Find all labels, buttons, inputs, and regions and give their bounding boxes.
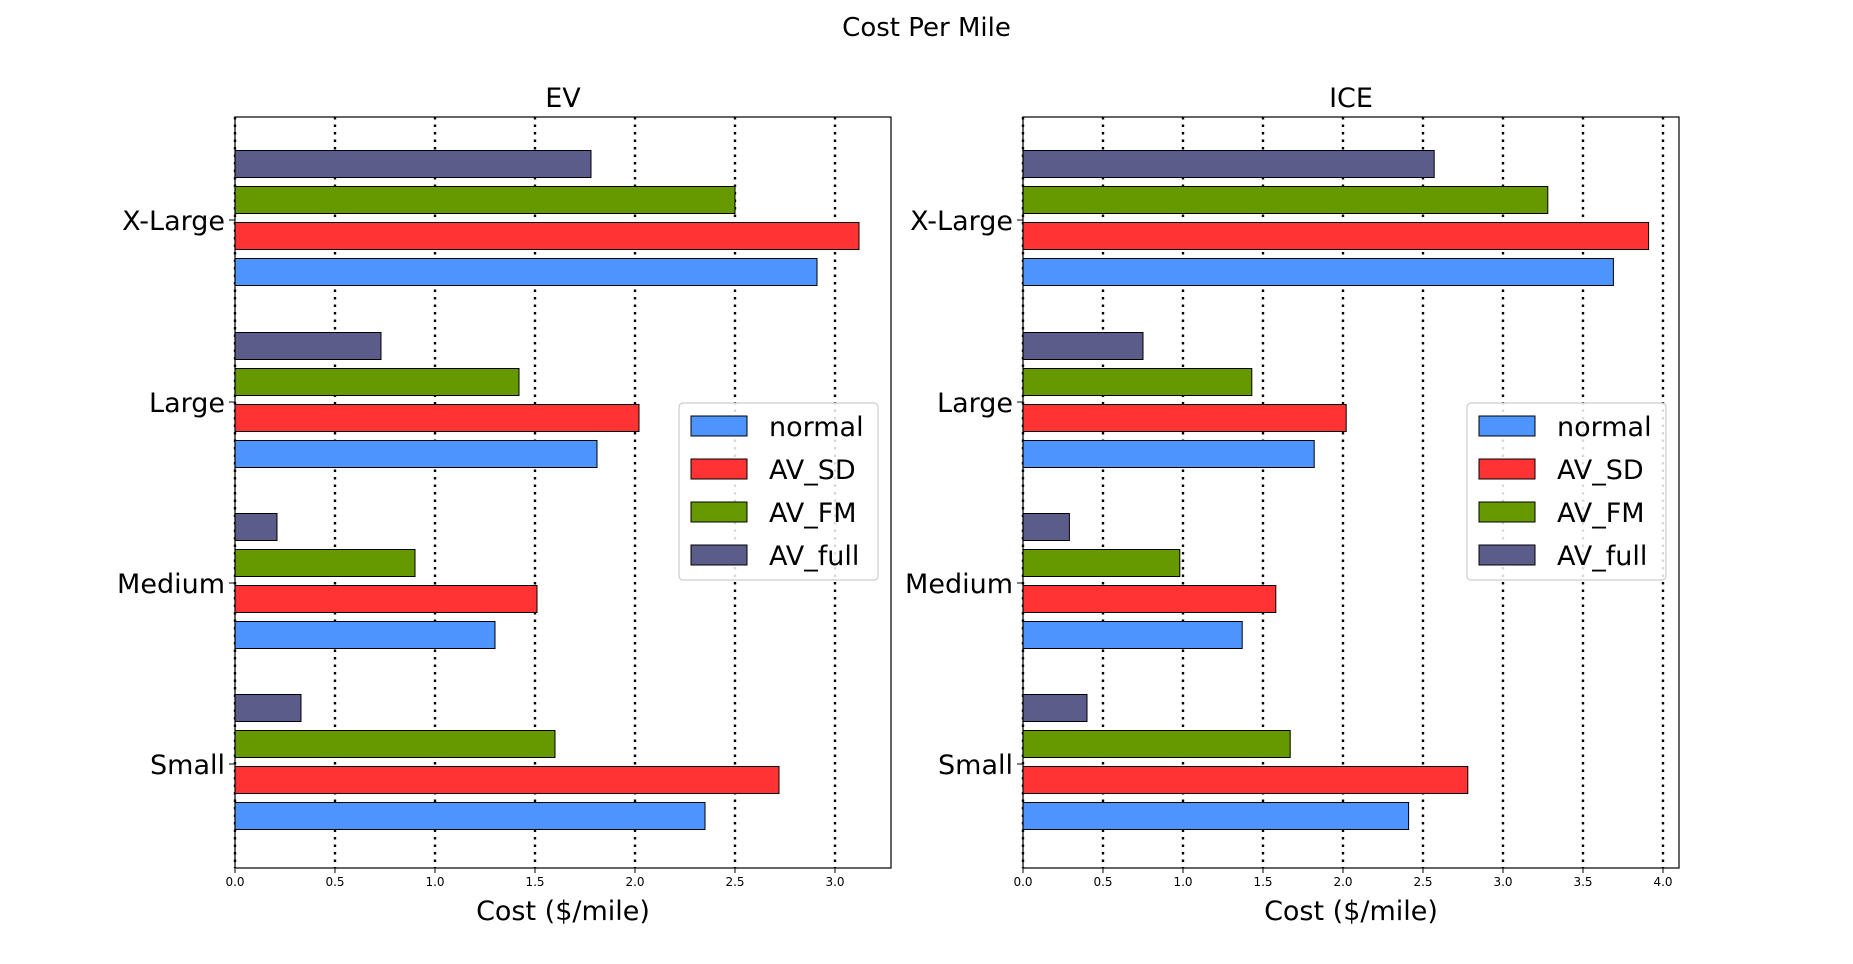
x-tick-label: 1.0 bbox=[425, 875, 444, 889]
figure-title: Cost Per Mile bbox=[842, 13, 1011, 43]
bar-av-sd-small bbox=[234, 766, 780, 794]
y-tick-label: Small bbox=[938, 750, 1013, 781]
bar-normal-medium bbox=[1022, 621, 1243, 649]
bar-av-fm-large bbox=[1022, 368, 1253, 396]
y-tick-label: Large bbox=[149, 388, 225, 419]
y-tick-label: Small bbox=[150, 750, 225, 781]
x-tick-label: 2.0 bbox=[625, 875, 644, 889]
bar-av-full-x-large bbox=[1022, 150, 1435, 178]
legend-swatch-av-fm bbox=[690, 501, 748, 523]
bar-av-full-large bbox=[1022, 332, 1144, 360]
x-tick-label: 3.5 bbox=[1573, 875, 1592, 889]
x-tick-label: 0.5 bbox=[1093, 875, 1112, 889]
legend-swatch-av-fm bbox=[1478, 501, 1536, 523]
x-tick-label: 1.5 bbox=[1253, 875, 1272, 889]
bar-av-fm-small bbox=[234, 730, 556, 758]
x-tick-label: 3.0 bbox=[825, 875, 844, 889]
bar-av-full-x-large bbox=[234, 150, 592, 178]
x-tick-label: 0.0 bbox=[1013, 875, 1032, 889]
legend-box bbox=[678, 402, 879, 581]
bar-normal-small bbox=[1022, 802, 1410, 830]
y-tick-label: Medium bbox=[117, 569, 225, 600]
legend-label-normal: normal bbox=[1557, 412, 1652, 443]
bar-normal-x-large bbox=[1022, 258, 1614, 286]
y-tick-label: Large bbox=[937, 388, 1013, 419]
bar-av-sd-x-large bbox=[1022, 222, 1650, 250]
legend-label-av-fm: AV_FM bbox=[769, 498, 857, 529]
bar-av-sd-x-large bbox=[234, 222, 860, 250]
ice-panel: 0.0 0.5 1.0 1.5 2.0 2.5 3.0 3.5 4.0 Small Medium La… bbox=[905, 83, 1680, 927]
y-tick-label: Medium bbox=[905, 569, 1013, 600]
x-tick-label: 4.0 bbox=[1653, 875, 1672, 889]
x-tick-label: 0.5 bbox=[325, 875, 344, 889]
bar-av-full-large bbox=[234, 332, 382, 360]
bar-av-fm-x-large bbox=[1022, 186, 1549, 214]
bar-av-fm-medium bbox=[1022, 549, 1181, 577]
legend-swatch-av-full bbox=[1478, 544, 1536, 566]
legend-label-av-sd: AV_SD bbox=[769, 455, 856, 486]
legend-label-normal: normal bbox=[769, 412, 864, 443]
axes-frame bbox=[1022, 116, 1680, 869]
x-tick-label: 2.5 bbox=[725, 875, 744, 889]
bar-av-sd-large bbox=[234, 404, 640, 432]
bar-av-full-medium bbox=[234, 513, 278, 541]
bar-av-sd-medium bbox=[234, 585, 538, 613]
x-tick-label: 0.0 bbox=[225, 875, 244, 889]
x-tick-label: 2.5 bbox=[1413, 875, 1432, 889]
legend-label-av-full: AV_full bbox=[769, 541, 859, 572]
panel-title: ICE bbox=[1329, 83, 1373, 114]
legend-swatch-av-full bbox=[690, 544, 748, 566]
bar-normal-medium bbox=[234, 621, 496, 649]
x-axis-label: Cost ($/mile) bbox=[476, 896, 650, 927]
legend-swatch-normal bbox=[690, 415, 748, 437]
legend-swatch-av-sd bbox=[690, 458, 748, 480]
legend: normal AV_SD AV_FM AV_full bbox=[1466, 402, 1667, 581]
x-tick-label: 2.0 bbox=[1333, 875, 1352, 889]
legend-swatch-normal bbox=[1478, 415, 1536, 437]
legend-box bbox=[1466, 402, 1667, 581]
y-tick-label: X-Large bbox=[910, 206, 1013, 237]
bar-normal-x-large bbox=[234, 258, 818, 286]
x-tick-label: 3.0 bbox=[1493, 875, 1512, 889]
legend-label-av-fm: AV_FM bbox=[1557, 498, 1645, 529]
bar-av-fm-small bbox=[1022, 730, 1291, 758]
bar-av-fm-x-large bbox=[234, 186, 736, 214]
x-tick-label: 1.5 bbox=[525, 875, 544, 889]
bar-av-sd-large bbox=[1022, 404, 1347, 432]
x-axis-label: Cost ($/mile) bbox=[1264, 896, 1438, 927]
legend: normal AV_SD AV_FM AV_full bbox=[678, 402, 879, 581]
y-tick-label: X-Large bbox=[122, 206, 225, 237]
bar-normal-large bbox=[1022, 440, 1315, 468]
bar-av-full-small bbox=[1022, 694, 1088, 722]
panel-title: EV bbox=[545, 83, 581, 114]
legend-swatch-av-sd bbox=[1478, 458, 1536, 480]
x-tick-label: 1.0 bbox=[1173, 875, 1192, 889]
legend-label-av-full: AV_full bbox=[1557, 541, 1647, 572]
bar-normal-large bbox=[234, 440, 598, 468]
bar-av-sd-medium bbox=[1022, 585, 1277, 613]
ev-panel: 0.0 0.5 1.0 1.5 2.0 2.5 3.0 Small Medium Large X-L… bbox=[117, 83, 892, 927]
bar-av-fm-large bbox=[234, 368, 520, 396]
axes-frame bbox=[234, 116, 892, 869]
bar-av-sd-small bbox=[1022, 766, 1469, 794]
bar-normal-small bbox=[234, 802, 706, 830]
bar-av-full-medium bbox=[1022, 513, 1070, 541]
bar-av-fm-medium bbox=[234, 549, 416, 577]
legend-label-av-sd: AV_SD bbox=[1557, 455, 1644, 486]
bar-av-full-small bbox=[234, 694, 302, 722]
